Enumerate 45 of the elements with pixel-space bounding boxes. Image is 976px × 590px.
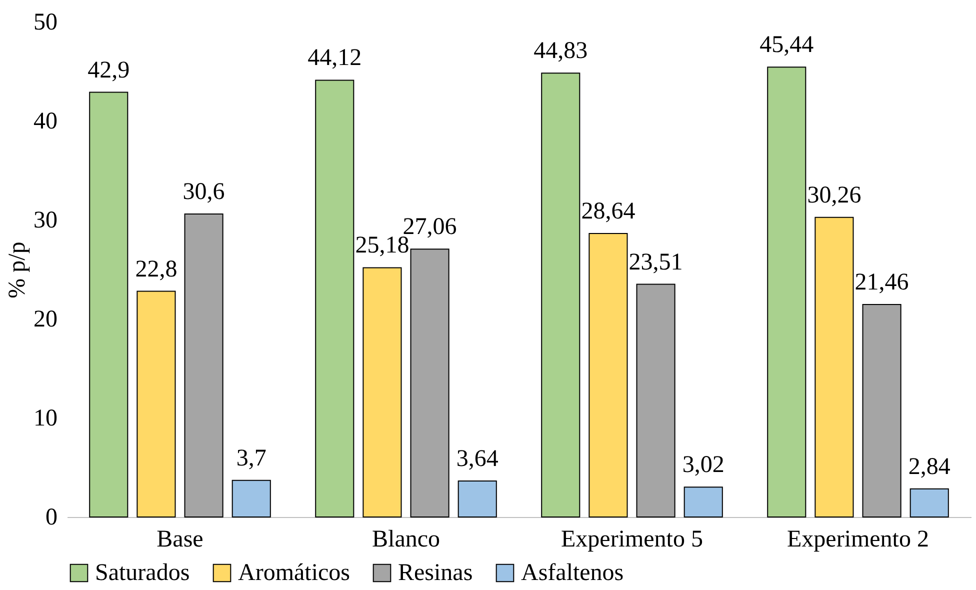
data-label: 30,26 [807, 182, 862, 208]
bar [636, 284, 676, 518]
legend-label: Aromáticos [238, 560, 350, 586]
bar [814, 216, 854, 518]
data-label: 3,64 [456, 446, 498, 472]
bar [767, 66, 806, 518]
bar [910, 488, 949, 518]
data-label: 3,7 [236, 445, 266, 472]
y-tick-label: 20 [34, 306, 58, 332]
bar [684, 486, 723, 518]
bar [136, 290, 176, 518]
data-label: 22,8 [135, 256, 178, 282]
bar [541, 72, 580, 518]
data-label: 3,02 [682, 452, 724, 478]
data-label: 45,44 [760, 32, 814, 58]
y-axis-title: % p/p [4, 242, 30, 298]
legend-label: Saturados [95, 560, 190, 586]
data-label: 44,12 [308, 45, 362, 72]
bar [184, 214, 224, 518]
bar [232, 480, 271, 518]
bar [588, 232, 628, 518]
bar [362, 267, 402, 518]
x-tick-label: Blanco [372, 526, 440, 552]
legend-label: Asfaltenos [521, 560, 624, 586]
data-label: 30,6 [182, 179, 225, 206]
data-label: 28,64 [581, 198, 636, 224]
x-tick-label: Base [156, 526, 204, 552]
data-label: 2,84 [908, 454, 950, 480]
y-tick-label: 10 [34, 406, 58, 432]
legend-label: Resinas [398, 560, 473, 586]
y-tick-label: 40 [34, 108, 58, 134]
bar [410, 248, 450, 518]
data-label: 21,46 [854, 270, 909, 296]
y-tick-label: 50 [34, 10, 58, 36]
bar [315, 80, 354, 518]
x-tick-label: Experimento 2 [787, 526, 929, 552]
y-tick-label: 0 [46, 504, 58, 530]
x-tick-label: Experimento 5 [561, 526, 703, 552]
data-label: 44,83 [534, 38, 588, 64]
bar [89, 92, 128, 518]
bar [862, 304, 902, 518]
data-label: 42,9 [88, 57, 130, 84]
y-tick-label: 30 [34, 208, 58, 234]
data-label: 23,51 [628, 249, 683, 276]
bar [458, 480, 497, 518]
